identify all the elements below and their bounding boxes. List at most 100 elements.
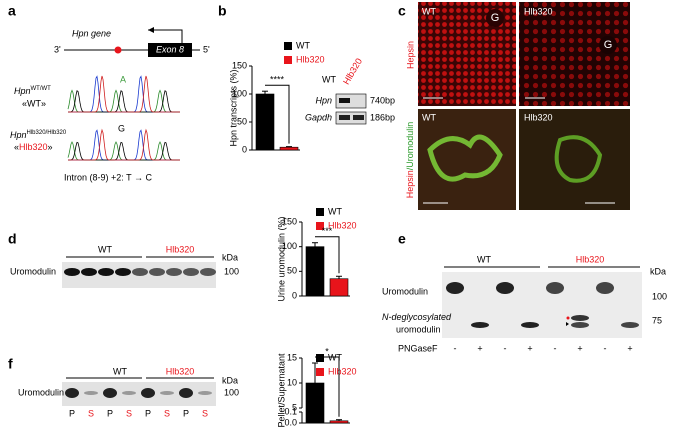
arrow-head [148, 27, 154, 33]
kda-label: kDa [222, 375, 238, 385]
legend-swatch [316, 368, 324, 376]
lane-sign: + [627, 343, 632, 353]
panel-letter: a [8, 3, 16, 19]
band [81, 268, 97, 276]
base-call: A [120, 74, 126, 84]
blot-bands [64, 268, 216, 276]
lane-sign: - [554, 343, 557, 353]
y-axis-label: Hpn transcripts (%) [228, 69, 238, 146]
group-label: WT [98, 244, 112, 254]
gene-label: Hpn gene [72, 28, 111, 38]
kda-label: kDa [222, 252, 238, 262]
band [84, 391, 98, 395]
panel-letter: b [218, 3, 227, 19]
significance: * [325, 346, 329, 356]
bar [305, 382, 325, 424]
band [179, 388, 193, 398]
legend-label: WT [296, 40, 310, 50]
stain [554, 135, 603, 183]
genotype-alias: «Hlb320» [14, 142, 53, 152]
prime-label: 5' [203, 44, 210, 54]
lane-label: S [164, 408, 170, 418]
band [339, 115, 350, 120]
y-tick-label: 15 [287, 352, 297, 362]
band [160, 391, 174, 395]
y-tick-label: 50 [287, 266, 297, 276]
band [521, 322, 539, 328]
y-tick-label: 150 [282, 216, 297, 226]
protein-label: uromodulin [396, 324, 441, 334]
lane-sign: - [604, 343, 607, 353]
legend-swatch [316, 354, 324, 362]
image-label: Hlb320 [524, 6, 553, 16]
exon-label: Exon 8 [156, 44, 184, 54]
trace [68, 128, 180, 161]
band [596, 282, 614, 294]
band [621, 322, 639, 328]
chromatograms [67, 75, 180, 161]
micrograph [519, 2, 630, 106]
exon-box [148, 43, 192, 57]
bar [305, 246, 325, 297]
glomerulus [599, 36, 617, 54]
band [166, 268, 182, 276]
legend-label: Hlb320 [296, 54, 325, 64]
significance-bracket [315, 356, 340, 417]
marker-dot [566, 316, 570, 320]
lane-sign: + [527, 343, 532, 353]
panel-letter: d [8, 231, 17, 247]
lane-label: P [145, 408, 151, 418]
band [198, 391, 212, 395]
group-label: Hlb320 [576, 254, 605, 264]
legend-label: WT [328, 206, 342, 216]
lane-sign: - [454, 343, 457, 353]
panel-letter: e [398, 231, 406, 247]
protein-label: Uromodulin [382, 286, 428, 296]
enzyme-label: PNGaseF [398, 343, 438, 353]
band [353, 115, 364, 120]
group-label: Hlb320 [166, 366, 195, 376]
band [339, 98, 350, 103]
group-label: WT [477, 254, 491, 264]
marker-label: 75 [652, 315, 662, 325]
lane-label: P [69, 408, 75, 418]
significance-bracket [315, 236, 340, 274]
mutation-label: Intron (8-9) +2: T → C [64, 172, 152, 182]
glomerulus [486, 9, 504, 27]
blot-bands [65, 388, 212, 398]
image-label: Hlb320 [524, 112, 553, 122]
significance: **** [270, 75, 285, 85]
y-axis-label: Urine uromodulin (%) [276, 216, 286, 301]
band [446, 282, 464, 294]
bar [279, 146, 299, 151]
marker-label: 100 [652, 291, 667, 301]
kda-label: kDa [650, 266, 666, 276]
y-tick-label: 5 [292, 402, 297, 412]
band [496, 282, 514, 294]
prime-label: 3' [54, 44, 61, 54]
legend-swatch [316, 222, 324, 230]
marker-label: 100 [224, 387, 239, 397]
band [65, 388, 79, 398]
lane-label: Hlb320 [341, 56, 364, 86]
gel-hpn [335, 93, 367, 109]
legend-label: Hlb320 [328, 220, 357, 230]
stain-label: Hepsin/Uromodulin [405, 122, 415, 199]
glomerulus-label: G [491, 12, 500, 24]
lane-label: S [88, 408, 94, 418]
legend-swatch [284, 42, 292, 50]
group-label: WT [113, 366, 127, 376]
protein-label: Uromodulin [10, 266, 56, 276]
y-tick-label: 0.0 [284, 417, 297, 427]
y-tick-label: 0.1 [284, 406, 297, 416]
protein-label: Uromodulin [18, 387, 64, 397]
bar [329, 420, 349, 424]
legend-swatch [316, 208, 324, 216]
band [115, 268, 131, 276]
lane-label: P [107, 408, 113, 418]
y-tick-label: 100 [232, 88, 247, 98]
gel-gene: Gapdh [305, 112, 332, 122]
band [183, 268, 199, 276]
